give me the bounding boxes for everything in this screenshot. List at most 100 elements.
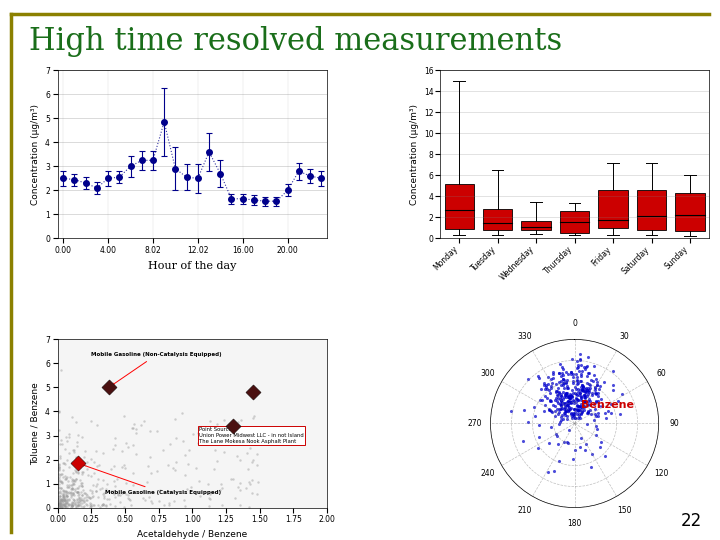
Point — [575, 372, 587, 380]
Point — [90, 487, 102, 495]
Point — [100, 502, 112, 510]
Point — [572, 407, 584, 415]
Text: 22: 22 — [680, 512, 702, 530]
Point — [66, 500, 77, 508]
Point — [578, 390, 590, 399]
Point — [60, 460, 71, 468]
Point — [586, 449, 598, 458]
Point — [84, 493, 95, 502]
Point — [572, 409, 583, 418]
Point — [86, 487, 97, 496]
Point — [558, 400, 570, 408]
Point — [58, 493, 69, 502]
Point — [564, 390, 575, 399]
Point — [560, 388, 572, 397]
Point — [63, 449, 75, 457]
Point — [554, 389, 565, 397]
Point — [576, 381, 588, 389]
Point — [582, 384, 593, 393]
Point — [69, 465, 81, 474]
Point — [60, 498, 71, 507]
Point — [145, 469, 157, 477]
X-axis label: Acetaldehyde / Benzene: Acetaldehyde / Benzene — [137, 530, 248, 539]
Point — [91, 487, 102, 496]
Point — [588, 400, 600, 409]
Point — [590, 375, 601, 383]
Point — [127, 469, 139, 478]
Point — [539, 392, 551, 400]
X-axis label: Hour of the day: Hour of the day — [148, 261, 236, 271]
Point — [59, 501, 71, 510]
Point — [143, 461, 154, 470]
Point — [578, 405, 590, 414]
Point — [144, 427, 156, 435]
Point — [229, 493, 240, 502]
Point — [549, 467, 560, 475]
Point — [549, 395, 561, 404]
Point — [53, 501, 65, 509]
Point — [55, 366, 67, 374]
Point — [546, 373, 558, 382]
Point — [548, 369, 559, 378]
Point — [553, 457, 564, 465]
Point — [566, 410, 577, 418]
Point — [58, 489, 70, 497]
Point — [71, 437, 83, 446]
Point — [86, 472, 97, 481]
Point — [582, 369, 594, 377]
Point — [153, 497, 165, 505]
Point — [53, 408, 65, 416]
Point — [202, 480, 214, 488]
Point — [120, 478, 132, 487]
Point — [55, 476, 67, 485]
Point — [60, 503, 72, 512]
Point — [94, 503, 106, 511]
Point — [162, 461, 174, 470]
Point — [570, 404, 581, 413]
Point — [138, 487, 149, 495]
Point — [58, 501, 69, 510]
Point — [67, 490, 78, 499]
Point — [562, 382, 573, 390]
Point — [75, 500, 86, 509]
Point — [572, 406, 584, 414]
Point — [590, 412, 602, 421]
Point — [53, 406, 65, 415]
Point — [560, 390, 572, 399]
Point — [567, 373, 579, 382]
Point — [558, 393, 570, 401]
Point — [554, 418, 566, 427]
Point — [105, 487, 117, 495]
Point — [564, 394, 575, 403]
Point — [559, 409, 571, 417]
Point — [109, 501, 121, 510]
Point — [577, 386, 589, 395]
Point — [114, 497, 125, 506]
Point — [84, 494, 96, 502]
Point — [579, 387, 590, 396]
Point — [552, 394, 564, 402]
Point — [60, 501, 72, 510]
Point — [580, 383, 592, 392]
Point — [55, 435, 67, 444]
Point — [63, 482, 74, 491]
Point — [582, 353, 593, 362]
Point — [518, 406, 530, 414]
Point — [588, 371, 600, 380]
Point — [53, 426, 65, 435]
Point — [561, 411, 572, 420]
Point — [53, 480, 65, 488]
Point — [71, 488, 83, 497]
Point — [97, 489, 109, 498]
Point — [68, 498, 80, 507]
Point — [151, 467, 163, 475]
Point — [549, 411, 561, 420]
Point — [170, 415, 181, 424]
Point — [54, 497, 66, 505]
Point — [73, 490, 85, 498]
Point — [91, 480, 103, 489]
Point — [194, 477, 205, 486]
Point — [564, 399, 576, 408]
Point — [251, 490, 263, 499]
Point — [60, 488, 72, 496]
